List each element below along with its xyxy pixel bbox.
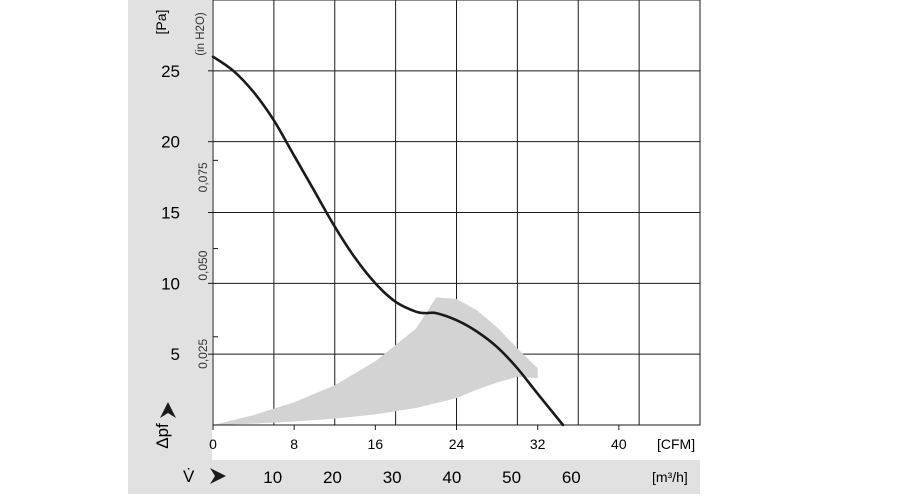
x-cfm-tick-label: 16 <box>368 436 384 452</box>
x-unit-cfm: [CFM] <box>657 436 695 452</box>
x-cfm-tick-label: 0 <box>209 436 217 452</box>
y-pa-tick-label: 20 <box>161 133 180 152</box>
x-cfm-tick-label: 8 <box>290 436 298 452</box>
y-axis-label: Δpf <box>153 423 172 449</box>
y-axis-pa-ticks: 5 10 15 20 25 <box>161 62 213 364</box>
x-unit-m3h: [m³/h] <box>652 469 688 485</box>
y-inh2o-tick-label: 0,025 <box>196 338 210 368</box>
x-m3h-tick-label: 10 <box>263 468 282 487</box>
x-axis-label: V̇ <box>183 467 195 486</box>
x-axis-m3h-ticks: 10 20 30 40 50 60 <box>263 468 581 487</box>
x-cfm-tick-label: 32 <box>530 436 546 452</box>
y-pa-tick-label: 25 <box>161 62 180 81</box>
x-axis-cfm-ticks: 0 8 16 24 32 40 <box>209 425 627 452</box>
x-axis-arrow-icon <box>210 468 226 484</box>
x-m3h-tick-label: 20 <box>323 468 342 487</box>
x-axis-band <box>128 460 700 494</box>
series-line <box>211 55 565 427</box>
x-m3h-tick-label: 40 <box>442 468 461 487</box>
x-m3h-tick-label: 60 <box>562 468 581 487</box>
x-m3h-tick-label: 30 <box>383 468 402 487</box>
y-axis-inh2o-ticks: 0,025 0,050 0,075 <box>196 159 218 369</box>
y-axis-arrow-icon <box>160 402 176 418</box>
x-m3h-tick-label: 50 <box>502 468 521 487</box>
y-pa-tick-label: 15 <box>161 204 180 223</box>
y-inh2o-tick-label: 0,050 <box>196 250 210 280</box>
operating-region <box>213 297 538 425</box>
x-cfm-tick-label: 24 <box>449 436 465 452</box>
y-inh2o-tick-label: 0,075 <box>196 162 210 192</box>
y-pa-tick-label: 10 <box>161 274 180 293</box>
y-unit-inh2o: (in H2O) <box>195 12 207 56</box>
y-unit-pa: [Pa] <box>153 10 169 35</box>
y-pa-tick-label: 5 <box>171 345 180 364</box>
x-cfm-tick-label: 40 <box>611 436 627 452</box>
